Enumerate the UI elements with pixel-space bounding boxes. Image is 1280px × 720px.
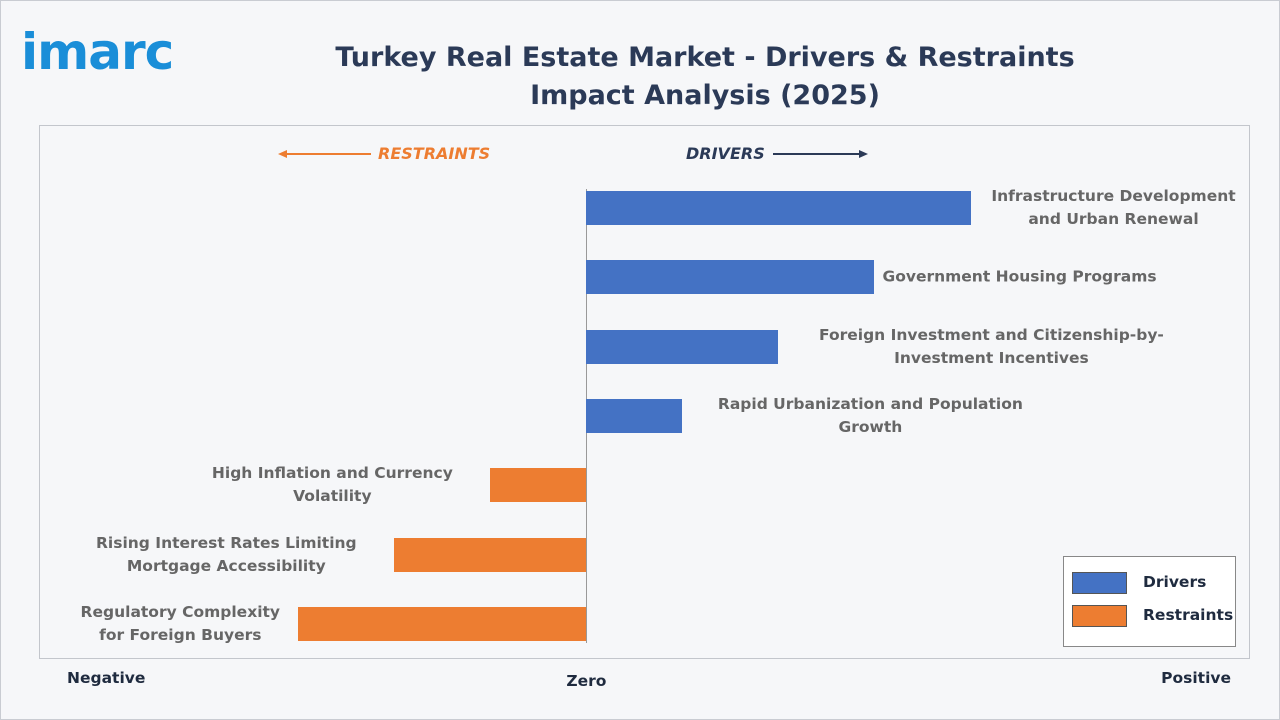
chart-title: Turkey Real Estate Market - Drivers & Re… [335, 42, 1075, 111]
x-tick-label: Positive [1161, 669, 1231, 687]
category-label: Government Housing Programs [882, 267, 1157, 286]
legend: Drivers Restraints [1063, 556, 1236, 647]
category-label: High Inflation and Currency Volatility [211, 464, 453, 506]
plot-area [39, 125, 1250, 659]
x-tick-label: Zero [566, 672, 607, 690]
bar [586, 398, 683, 433]
legend-swatch [1072, 605, 1127, 627]
bar [586, 260, 875, 295]
legend-swatch [1072, 572, 1127, 594]
category-label: Infrastructure Development and Urban Ren… [991, 187, 1236, 228]
bar [394, 537, 587, 572]
legend-label: Restraints [1143, 606, 1234, 624]
arrow-head [278, 150, 287, 158]
x-tick-label: Negative [67, 669, 146, 687]
annotation: RESTRAINTS [378, 144, 491, 163]
bar [298, 606, 587, 641]
bar [586, 191, 971, 225]
category-label: Rising Interest Rates Limiting Mortgage … [95, 533, 357, 575]
category-label: Regulatory Complexity for Foreign Buyers [80, 602, 281, 644]
category-label: Rapid Urbanization and Population Growth [717, 394, 1023, 436]
bar [490, 468, 587, 503]
bar [586, 329, 779, 364]
arrow-head [859, 150, 868, 158]
category-label: Foreign Investment and Citizenship-by-In… [819, 325, 1164, 367]
logo: imarc [21, 23, 174, 81]
legend-label: Drivers [1143, 573, 1207, 591]
annotation: DRIVERS [686, 144, 765, 163]
